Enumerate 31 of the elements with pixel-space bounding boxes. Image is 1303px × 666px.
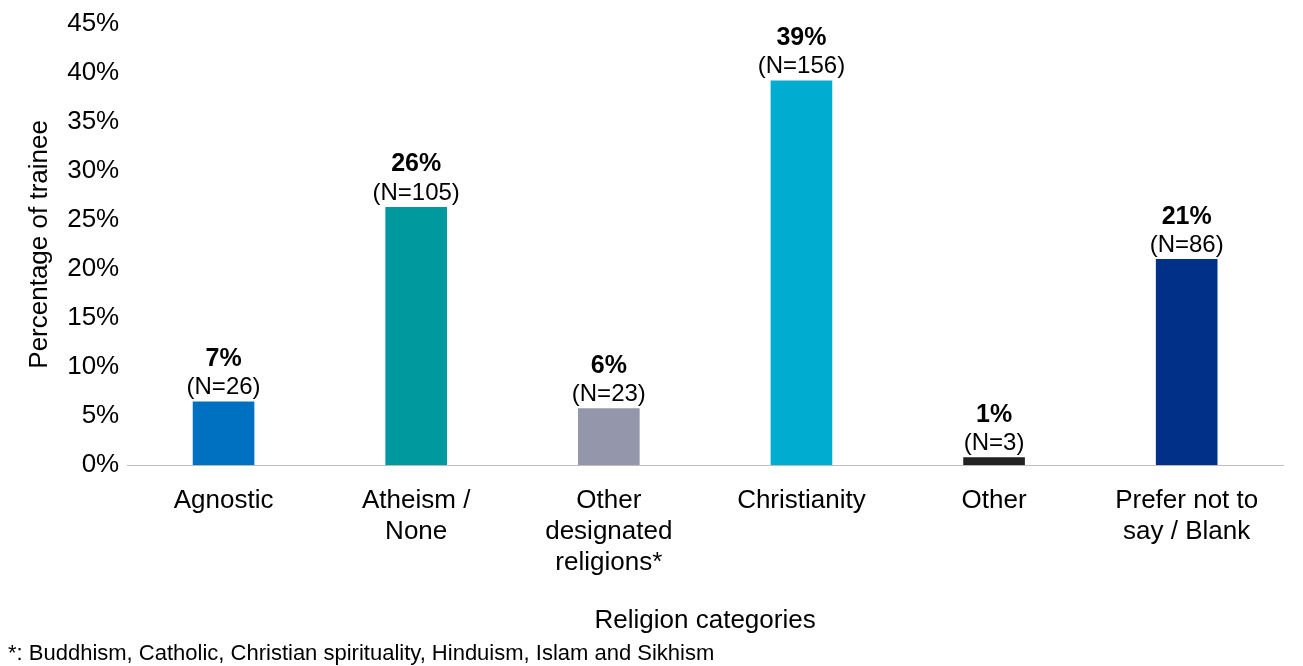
bar (577, 408, 640, 466)
data-label: 39% (N=156) (757, 21, 846, 79)
data-label: 7% (N=26) (186, 342, 261, 400)
y-axis-title: Percentage of trainee (22, 120, 53, 369)
x-tick-label: Other designated religions* (545, 483, 673, 577)
y-tick-label: 5% (81, 399, 120, 430)
bar (963, 457, 1025, 466)
bar (192, 401, 255, 466)
y-tick-label: 45% (67, 6, 120, 37)
x-tick-label: Prefer not to say / Blank (1115, 483, 1259, 546)
bar (770, 80, 833, 466)
bar (1155, 259, 1218, 466)
x-tick-label: Agnostic (173, 483, 274, 514)
data-label: 1% (N=3) (963, 398, 1025, 455)
y-tick-label: 25% (67, 203, 120, 234)
bar (385, 207, 447, 466)
y-tick-label: 40% (67, 55, 120, 86)
x-tick-label: Other (961, 483, 1027, 514)
y-tick-label: 35% (67, 104, 120, 135)
y-tick-label: 30% (67, 153, 120, 184)
data-label: 6% (N=23) (571, 349, 646, 406)
data-label: 21% (N=86) (1149, 200, 1224, 257)
text: *: Buddhism, Catholic, Christian spirituality, Hinduism, Islam and Sikhism (8, 640, 715, 666)
y-tick-label: 0% (81, 448, 120, 479)
y-tick-label: 20% (67, 252, 120, 283)
x-axis-title: Religion categories (594, 603, 816, 634)
x-tick-label: Atheism / None (361, 483, 472, 546)
data-label: 26% (N=105) (372, 148, 460, 205)
y-tick-label: 15% (67, 301, 120, 332)
y-tick-label: 10% (67, 350, 120, 381)
x-tick-label: Christianity (737, 483, 866, 514)
